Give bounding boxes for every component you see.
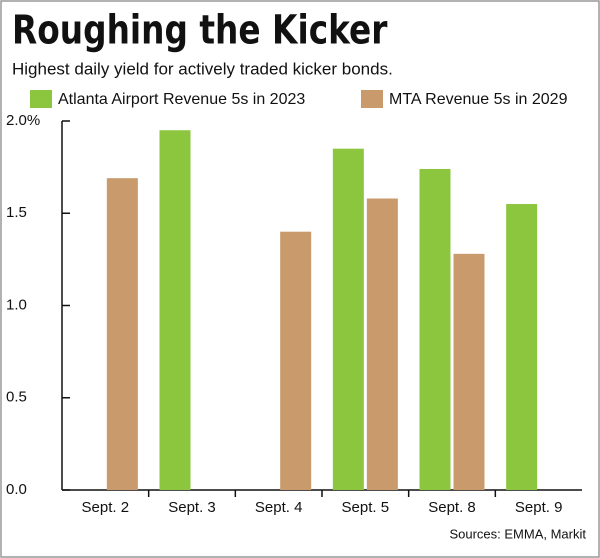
x-tick-label: Sept. 4 — [255, 499, 303, 516]
bar — [366, 198, 398, 491]
chart-title: Roughing the Kicker — [12, 6, 387, 53]
legend-swatch — [361, 90, 383, 108]
legend-swatch — [30, 90, 52, 108]
source: Sources: EMMA, Markit — [449, 526, 586, 541]
bar — [280, 231, 312, 490]
y-tick-label: 1.0 — [6, 296, 27, 313]
bar — [159, 130, 191, 490]
bar — [419, 168, 451, 490]
x-tick-label: Sept. 3 — [168, 499, 216, 516]
y-tick-label: 1.5 — [6, 204, 27, 221]
x-tick-label: Sept. 9 — [515, 499, 563, 516]
legend-label: Atlanta Airport Revenue 5s in 2023 — [58, 91, 305, 108]
legend-label: MTA Revenue 5s in 2029 — [389, 91, 568, 108]
bar — [506, 204, 538, 490]
y-tick-label: 0.0 — [6, 481, 27, 498]
y-tick-label: 2.0% — [6, 112, 40, 129]
chart-subtitle: Highest daily yield for actively traded … — [12, 59, 393, 78]
bar — [106, 178, 138, 490]
x-tick-label: Sept. 8 — [428, 499, 476, 516]
bar — [332, 148, 364, 491]
x-tick-label: Sept. 2 — [82, 499, 130, 516]
x-tick-label: Sept. 5 — [342, 499, 390, 516]
y-tick-label: 0.5 — [6, 389, 27, 406]
bar — [453, 253, 485, 490]
